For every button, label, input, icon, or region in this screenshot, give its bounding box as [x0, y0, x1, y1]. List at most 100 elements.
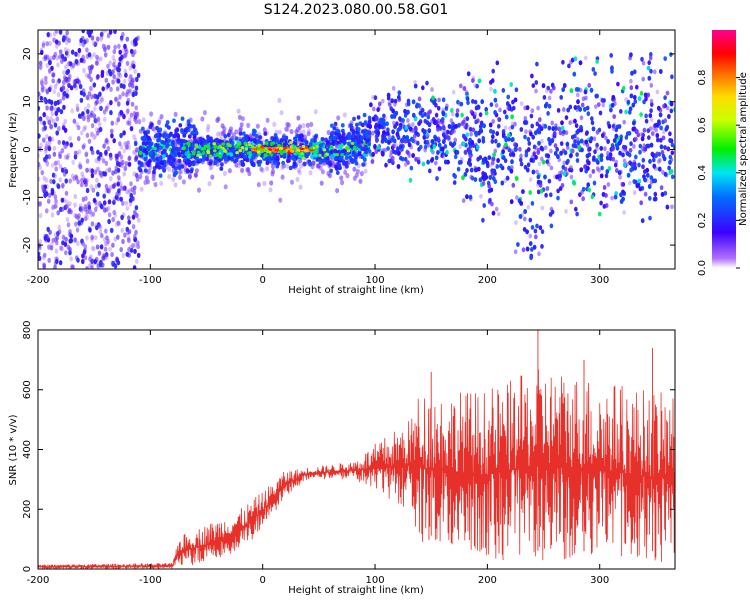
spectrogram-cell — [569, 152, 573, 158]
spectrogram-cell — [320, 169, 325, 175]
spectrogram-cell — [134, 111, 138, 118]
spectrogram-cell — [301, 144, 306, 149]
spectrogram-cell — [309, 121, 314, 127]
spectrogram-cell — [63, 76, 68, 82]
spectrogram-cell — [547, 103, 552, 109]
spectrogram-cell — [208, 161, 213, 166]
spectrogram-cell — [130, 83, 135, 89]
spectrogram-cell — [643, 191, 648, 197]
spectrogram-cell — [124, 49, 129, 55]
spectrogram-cell — [516, 242, 520, 247]
spectrogram-cell — [427, 122, 432, 128]
spectrogram-cell — [125, 36, 130, 42]
spectrogram-cell — [411, 122, 415, 127]
spectrogram-cell — [57, 126, 61, 132]
spectrogram-cell — [84, 152, 89, 158]
spectrogram-cell — [38, 251, 41, 257]
spectrogram-cell — [370, 130, 375, 136]
spectrogram-cell — [74, 221, 78, 227]
spectrogram-cell — [325, 140, 330, 145]
spectrogram-cell — [295, 151, 300, 155]
spectrogram-cell — [493, 97, 498, 103]
spectrogram-cell — [65, 30, 69, 36]
spectrogram-cell — [202, 110, 207, 116]
spectrogram-cell — [97, 250, 102, 256]
spectrogram-cell — [111, 216, 115, 223]
spectrogram-cell — [437, 97, 441, 103]
spectrogram-cell — [124, 72, 128, 78]
spectrogram-cell — [285, 121, 290, 128]
spectrogram-cell — [406, 160, 410, 166]
spectrogram-cell — [146, 179, 150, 185]
spectrogram-cell — [462, 123, 467, 129]
spectrogram-cell — [306, 131, 311, 137]
spectrogram-cell — [127, 156, 131, 162]
spectrogram-cell — [364, 149, 368, 155]
spectrogram-cell — [117, 188, 121, 194]
spectrogram-cell — [133, 76, 137, 82]
spectrogram-cell — [530, 225, 535, 230]
spectrogram-cell — [78, 164, 83, 170]
spectrogram-cell — [437, 166, 442, 172]
spectrogram-cell — [441, 107, 446, 113]
spectrogram-cell — [479, 193, 483, 199]
spectrogram-cell — [530, 247, 534, 252]
spectrogram-cell — [95, 191, 100, 197]
spectrogram-cell — [84, 151, 89, 157]
spectrogram-cell — [191, 150, 196, 156]
spectrogram-cell — [76, 136, 81, 142]
spectrogram-cell — [641, 132, 645, 138]
spectrogram-cell — [528, 190, 532, 195]
spectrogram-cell — [100, 30, 105, 35]
spectrogram-cell — [97, 127, 101, 133]
spectrogram-cell — [332, 126, 337, 131]
spectrogram-cell — [290, 179, 294, 185]
spectrogram-cell — [158, 173, 163, 178]
spectrogram-cell — [653, 196, 658, 202]
spectrogram-cell — [158, 133, 163, 138]
spectrogram-cell — [123, 141, 127, 147]
spectrogram-cell — [128, 188, 132, 194]
spectrogram-cell — [435, 176, 439, 181]
spectrogram-cell — [133, 140, 138, 147]
spectrogram-cell — [592, 180, 597, 186]
spectrogram-cell — [622, 158, 627, 164]
spectrogram-cell — [62, 70, 66, 76]
spectrogram-cell — [531, 169, 536, 175]
spectrogram-cell — [440, 127, 445, 133]
spectrogram-cell — [367, 119, 372, 125]
spectrogram-cell — [563, 150, 568, 156]
spectrogram-cell — [390, 98, 395, 104]
spectrogram-cell — [169, 131, 173, 136]
spectrogram-cell — [138, 146, 143, 151]
spectrogram-cell — [647, 75, 652, 81]
spectrogram-cell — [186, 119, 191, 124]
spectrogram-cell — [240, 162, 245, 167]
spectrogram-cell — [590, 116, 594, 121]
spectrogram-cell — [297, 169, 302, 176]
spectrogram-cell — [51, 204, 55, 210]
spectrogram-cell — [529, 113, 534, 119]
spectrogram-cell — [667, 165, 671, 171]
spectrogram-cell — [468, 137, 472, 143]
spectrogram-cell — [544, 192, 548, 198]
spectrogram-cell — [436, 105, 441, 111]
spectrogram-cell — [107, 212, 112, 218]
spectrogram-cell — [98, 151, 103, 158]
spectrogram-cell — [268, 187, 273, 193]
spectrogram-cell — [119, 247, 123, 253]
spectrogram-cell — [283, 146, 288, 150]
spectrogram-cell — [604, 203, 609, 208]
spectrogram-cell — [668, 170, 672, 175]
spectrogram-cell — [599, 97, 604, 103]
spectrogram-cell — [118, 94, 122, 100]
spectrogram-cell — [446, 129, 450, 135]
spectrogram-cell — [441, 154, 446, 160]
spectrogram-cell — [128, 244, 133, 251]
spectrogram-cell — [498, 107, 502, 113]
spectrogram-cell — [649, 68, 653, 74]
spectrogram-cell — [645, 143, 650, 149]
spectrogram-cell — [367, 115, 372, 121]
spectrogram-cell — [590, 194, 595, 200]
spectrogram-cell — [527, 147, 531, 152]
